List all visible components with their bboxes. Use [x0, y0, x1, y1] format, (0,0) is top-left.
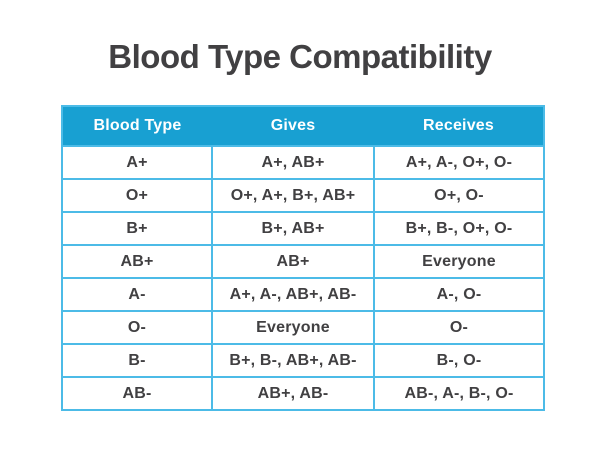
table-cell-blood-type: A-: [61, 277, 213, 312]
table-row: B- B+, B-, AB+, AB- B-, O-: [61, 343, 545, 378]
table-cell-gives: B+, B-, AB+, AB-: [211, 343, 375, 378]
table-header-row: Blood Type Gives Receives: [62, 106, 544, 146]
table-cell-blood-type: AB+: [61, 244, 213, 279]
table-cell-receives: O-: [373, 310, 545, 345]
table-cell-receives: Everyone: [373, 244, 545, 279]
table-row: O+ O+, A+, B+, AB+ O+, O-: [61, 178, 545, 213]
table-cell-blood-type: AB-: [61, 376, 213, 411]
table-row: AB- AB+, AB- AB-, A-, B-, O-: [61, 376, 545, 411]
table-cell-gives: O+, A+, B+, AB+: [211, 178, 375, 213]
table-cell-receives: A+, A-, O+, O-: [373, 145, 545, 180]
page-title: Blood Type Compatibility: [108, 38, 492, 75]
table-cell-receives: A-, O-: [373, 277, 545, 312]
column-header-receives: Receives: [374, 106, 544, 146]
table-cell-blood-type: O+: [61, 178, 213, 213]
table-cell-gives: AB+: [211, 244, 375, 279]
table-cell-gives: Everyone: [211, 310, 375, 345]
table-cell-gives: AB+, AB-: [211, 376, 375, 411]
table-cell-blood-type: B+: [61, 211, 213, 246]
table-cell-receives: B+, B-, O+, O-: [373, 211, 545, 246]
table-cell-receives: B-, O-: [373, 343, 545, 378]
column-header-gives: Gives: [212, 106, 374, 146]
table-cell-blood-type: B-: [61, 343, 213, 378]
table-cell-receives: AB-, A-, B-, O-: [373, 376, 545, 411]
table-row: A+ A+, AB+ A+, A-, O+, O-: [61, 145, 545, 180]
table-cell-blood-type: A+: [61, 145, 213, 180]
table-row: B+ B+, AB+ B+, B-, O+, O-: [61, 211, 545, 246]
table-row: AB+ AB+ Everyone: [61, 244, 545, 279]
table-cell-gives: B+, AB+: [211, 211, 375, 246]
table-cell-gives: A+, AB+: [211, 145, 375, 180]
table-row: O- Everyone O-: [61, 310, 545, 345]
table-cell-gives: A+, A-, AB+, AB-: [211, 277, 375, 312]
table-cell-blood-type: O-: [61, 310, 213, 345]
table-cell-receives: O+, O-: [373, 178, 545, 213]
table-row: A- A+, A-, AB+, AB- A-, O-: [61, 277, 545, 312]
column-header-blood-type: Blood Type: [62, 106, 212, 146]
compatibility-table: Blood Type Gives Receives A+ A+, AB+ A+,…: [61, 105, 545, 411]
